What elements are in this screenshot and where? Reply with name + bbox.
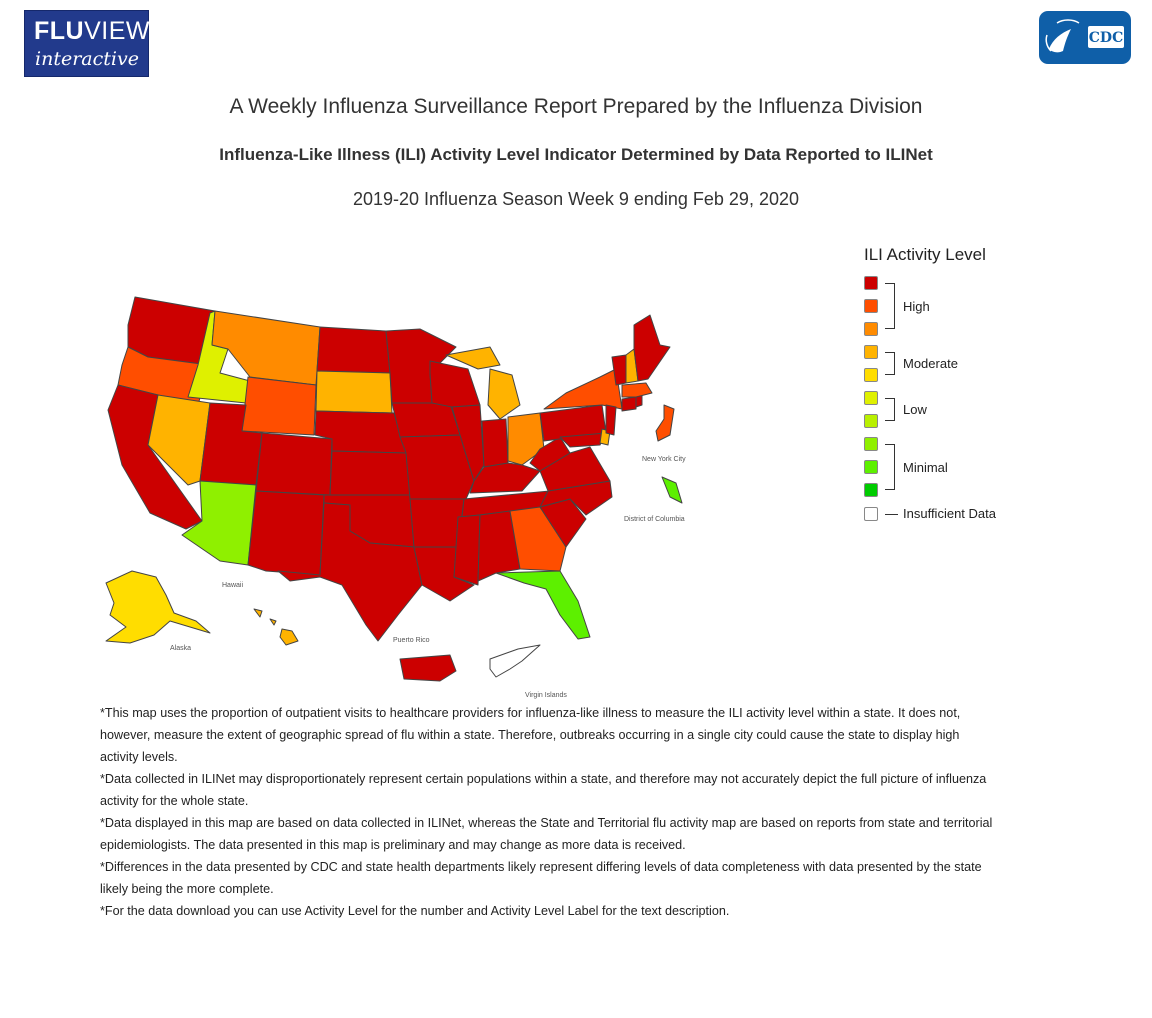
legend-label-minimal: Minimal: [903, 460, 948, 475]
state-new-jersey[interactable]: [605, 404, 617, 436]
state-new-mexico[interactable]: [247, 490, 325, 576]
state-arizona[interactable]: [181, 480, 257, 566]
state-new-york[interactable]: [543, 368, 623, 410]
state-alaska[interactable]: [105, 570, 211, 644]
state-indiana[interactable]: [481, 418, 509, 468]
legend: ILI Activity Level High Moderate Low Min…: [864, 245, 1044, 535]
bracket-high: [885, 283, 895, 329]
state-texas[interactable]: [277, 502, 423, 642]
state-wyoming[interactable]: [241, 376, 317, 436]
state-montana[interactable]: [211, 310, 321, 386]
legend-swatch-level-4[interactable]: [864, 414, 878, 428]
legend-title: ILI Activity Level: [864, 245, 986, 264]
label-district-of-columbia: District of Columbia: [624, 516, 685, 523]
us-ili-map: New York City District of Columbia Hawai…: [70, 285, 710, 705]
state-michigan[interactable]: [445, 346, 521, 420]
state-south-dakota[interactable]: [315, 370, 393, 414]
legend-swatch-level-7[interactable]: [864, 345, 878, 359]
label-puerto-rico: Puerto Rico: [393, 637, 430, 644]
legend-label-low: Low: [903, 402, 927, 417]
footnote: *Data displayed in this map are based on…: [100, 816, 993, 852]
state-florida[interactable]: [495, 570, 591, 640]
legend-swatch-level-5[interactable]: [864, 391, 878, 405]
state-ohio[interactable]: [507, 412, 545, 466]
state-iowa[interactable]: [391, 402, 461, 438]
fluview-logo-text: FLUVIEW: [34, 17, 151, 45]
footnote: *This map uses the proportion of outpati…: [100, 706, 961, 764]
state-nevada[interactable]: [147, 394, 211, 486]
state-kansas[interactable]: [329, 450, 411, 496]
state-new-york-city[interactable]: [655, 404, 675, 442]
bracket-minimal: [885, 444, 895, 490]
cdc-logo-text: CDC: [1089, 30, 1123, 46]
cdc-logo[interactable]: CDC: [1039, 11, 1131, 64]
state-hawaii[interactable]: [253, 608, 299, 646]
footnotes: *This map uses the proportion of outpati…: [100, 702, 1000, 922]
legend-swatch-level-8[interactable]: [864, 322, 878, 336]
state-wisconsin[interactable]: [429, 360, 481, 408]
state-georgia[interactable]: [509, 506, 567, 572]
label-new-york-city: New York City: [642, 456, 686, 463]
state-mississippi[interactable]: [453, 514, 481, 586]
state-puerto-rico[interactable]: [399, 654, 457, 682]
state-kentucky[interactable]: [469, 462, 541, 494]
legend-label-moderate: Moderate: [903, 356, 958, 371]
legend-swatch-level-10[interactable]: [864, 276, 878, 290]
legend-swatch-level-2[interactable]: [864, 460, 878, 474]
state-colorado[interactable]: [255, 432, 333, 496]
fluview-logo-subtext: interactive: [35, 48, 139, 70]
hhs-eagle-icon: [1045, 19, 1080, 53]
report-title: A Weekly Influenza Surveillance Report P…: [229, 95, 923, 118]
state-north-dakota[interactable]: [316, 326, 391, 374]
footnote: *Data collected in ILINet may disproport…: [100, 772, 987, 808]
legend-swatch-level-9[interactable]: [864, 299, 878, 313]
label-virgin-islands: Virgin Islands: [525, 692, 567, 699]
state-district-of-columbia[interactable]: [661, 476, 683, 504]
label-hawaii: Hawaii: [222, 582, 244, 589]
state-illinois[interactable]: [451, 404, 485, 482]
bracket-moderate: [885, 352, 895, 375]
insufficient-dash: [885, 514, 898, 515]
state-connecticut[interactable]: [621, 396, 637, 412]
state-massachusetts[interactable]: [621, 382, 653, 398]
label-alaska: Alaska: [170, 645, 192, 652]
legend-swatch-level-3[interactable]: [864, 437, 878, 451]
cdc-badge: [1088, 26, 1124, 48]
state-arkansas[interactable]: [409, 498, 465, 548]
legend-swatch-level-6[interactable]: [864, 368, 878, 382]
report-subtitle: Influenza-Like Illness (ILI) Activity Le…: [219, 145, 933, 164]
state-alabama[interactable]: [477, 510, 521, 582]
footnote: *For the data download you can use Activ…: [100, 904, 730, 918]
legend-swatch-insufficient[interactable]: [864, 507, 878, 521]
state-maine[interactable]: [633, 314, 671, 382]
legend-label-high: High: [903, 299, 930, 314]
state-maryland[interactable]: [559, 432, 607, 448]
season-week: 2019-20 Influenza Season Week 9 ending F…: [352, 189, 799, 209]
state-virgin-islands[interactable]: [489, 644, 541, 678]
fluview-logo[interactable]: FLUVIEW interactive: [24, 10, 151, 77]
bracket-low: [885, 398, 895, 421]
legend-label-insufficient: Insufficient Data: [903, 506, 996, 521]
legend-swatch-level-1[interactable]: [864, 483, 878, 497]
footnote: *Differences in the data presented by CD…: [100, 860, 982, 896]
